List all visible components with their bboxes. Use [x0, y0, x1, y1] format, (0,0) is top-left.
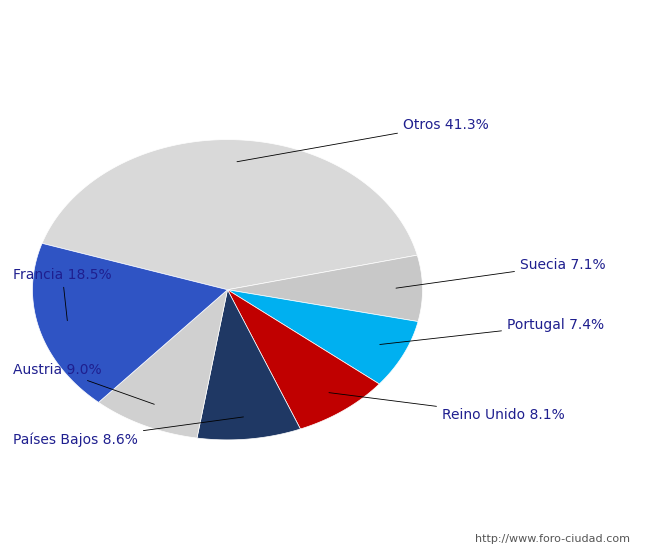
Polygon shape [42, 140, 417, 290]
Polygon shape [32, 243, 228, 403]
Text: Países Bajos 8.6%: Países Bajos 8.6% [13, 417, 244, 447]
Text: Reino Unido 8.1%: Reino Unido 8.1% [329, 393, 565, 422]
Text: http://www.foro-ciudad.com: http://www.foro-ciudad.com [476, 535, 630, 544]
Polygon shape [197, 290, 300, 440]
Text: Austria 9.0%: Austria 9.0% [13, 363, 154, 404]
Polygon shape [227, 290, 380, 429]
Text: Suecia 7.1%: Suecia 7.1% [396, 258, 606, 288]
Polygon shape [99, 290, 228, 438]
Text: Bergondo - Turistas extranjeros según país - Abril de 2024: Bergondo - Turistas extranjeros según pa… [84, 15, 566, 34]
Text: Portugal 7.4%: Portugal 7.4% [380, 318, 604, 344]
Polygon shape [227, 255, 422, 322]
Text: Otros 41.3%: Otros 41.3% [237, 118, 489, 162]
Polygon shape [227, 290, 418, 384]
Text: Francia 18.5%: Francia 18.5% [13, 268, 112, 321]
